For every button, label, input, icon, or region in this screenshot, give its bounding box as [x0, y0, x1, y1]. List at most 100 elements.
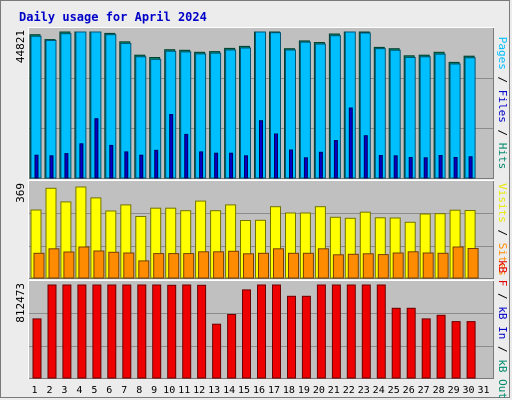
day-label-4: 4 [76, 385, 82, 396]
day-label-7: 7 [121, 385, 127, 396]
bar-visits-sites-day-29 [452, 246, 464, 279]
day-label-16: 16 [253, 385, 265, 396]
bar-traffic-pages-day-30 [468, 156, 473, 179]
day-label-5: 5 [91, 385, 97, 396]
bar-kbytes-kb-f-day-7 [122, 284, 132, 379]
bar-kbytes-kb-f-day-16 [257, 284, 266, 379]
bar-kbytes-kb-f-day-3 [62, 284, 72, 379]
bar-traffic-pages-day-12 [199, 151, 204, 179]
bar-kbytes-kb-f-day-14 [227, 314, 237, 379]
bar-traffic-pages-day-21 [333, 140, 338, 179]
bar-traffic-pages-day-11 [184, 133, 189, 179]
bar-kbytes-kb-f-day-20 [316, 284, 326, 379]
bar-visits-sites-day-21 [332, 254, 344, 279]
chart-title: Daily usage for April 2024 [19, 10, 207, 24]
day-label-26: 26 [403, 385, 415, 396]
bar-visits-sites-day-26 [407, 251, 419, 279]
bar-visits-sites-day-25 [392, 252, 404, 279]
bar-traffic-pages-day-28 [438, 155, 443, 179]
bar-kbytes-kb-f-day-19 [301, 295, 311, 379]
bar-kbytes-kb-f-day-6 [107, 284, 117, 379]
bar-kbytes-kb-f-day-9 [152, 284, 162, 379]
bar-traffic-pages-day-9 [154, 149, 159, 179]
bar-traffic-pages-day-24 [378, 155, 383, 179]
bar-traffic-pages-day-27 [423, 157, 428, 179]
bar-visits-sites-day-7 [123, 252, 135, 279]
bar-visits-sites-day-18 [288, 252, 299, 279]
panel-visits: 369 Visits / Sites [14, 180, 509, 279]
bar-traffic-pages-day-7 [124, 151, 129, 179]
bar-traffic-pages-day-26 [408, 157, 413, 179]
bar-traffic-pages-day-5 [94, 118, 99, 179]
bar-kbytes-kb-f-day-28 [436, 314, 446, 379]
day-label-24: 24 [373, 385, 385, 396]
bar-kbytes-kb-f-day-27 [421, 318, 431, 379]
bar-kbytes-kb-f-day-23 [361, 284, 371, 379]
panel-visits-legend-part-2: Sites [496, 243, 509, 276]
bar-traffic-pages-day-25 [393, 155, 398, 179]
panel-traffic-ymax-label: 44821 [14, 30, 27, 63]
bar-kbytes-kb-f-day-17 [272, 284, 281, 379]
panel-kbytes-legend-part-4: kB Out [496, 359, 509, 399]
bar-kbytes-kb-f-day-11 [182, 284, 192, 379]
panel-kbytes-ymax-label: 812473 [14, 283, 27, 323]
bar-visits-sites-day-28 [437, 252, 449, 279]
bar-kbytes-kb-f-day-24 [376, 284, 386, 379]
day-label-14: 14 [223, 385, 235, 396]
panel-traffic-legend-part-4: Hits [496, 143, 509, 170]
day-label-23: 23 [358, 385, 370, 396]
panel-kbytes-legend-part-1: / [496, 286, 509, 306]
bar-traffic-pages-day-6 [109, 144, 114, 179]
bar-kbytes-kb-f-day-18 [287, 295, 296, 379]
bar-kbytes-kb-f-day-4 [77, 284, 87, 379]
bar-kbytes-kb-f-day-13 [212, 323, 222, 379]
panel-kbytes-legend-part-0: kB F [496, 260, 509, 287]
bar-visits-sites-day-24 [377, 254, 389, 279]
panel-kbytes-legend-part-3: / [496, 339, 509, 359]
day-label-1: 1 [31, 385, 37, 396]
day-label-3: 3 [61, 385, 67, 396]
bar-visits-sites-day-5 [93, 250, 105, 279]
bar-kbytes-kb-f-day-15 [242, 289, 251, 379]
chart-panels: 44821 Pages / Files / Hits 369 Visits / Sit… [14, 27, 509, 399]
bar-traffic-pages-day-16 [259, 120, 263, 179]
bar-traffic-pages-day-19 [303, 157, 308, 179]
panel-traffic-legend-part-2: Files [496, 90, 509, 123]
bar-traffic-pages-day-3 [64, 153, 69, 179]
day-label-22: 22 [343, 385, 355, 396]
bar-visits-sites-day-19 [302, 252, 314, 279]
bar-visits-sites-day-13 [213, 251, 225, 279]
bar-visits-sites-day-27 [422, 252, 434, 279]
bar-traffic-pages-day-17 [274, 133, 278, 179]
bar-visits-sites-day-9 [153, 253, 165, 279]
day-label-15: 15 [238, 385, 250, 396]
bar-kbytes-kb-f-day-22 [346, 284, 356, 379]
bar-traffic-pages-day-15 [244, 155, 248, 179]
bar-traffic-pages-day-23 [363, 135, 368, 179]
bar-traffic-pages-day-13 [214, 152, 219, 179]
bar-traffic-pages-day-22 [348, 107, 353, 179]
panel-traffic-legend-part-0: Pages [496, 37, 509, 70]
day-label-17: 17 [268, 385, 280, 396]
bar-visits-sites-day-17 [273, 248, 284, 279]
day-label-9: 9 [151, 385, 157, 396]
day-label-20: 20 [313, 385, 325, 396]
bar-visits-sites-day-6 [108, 251, 120, 279]
day-label-18: 18 [283, 385, 295, 396]
bar-kbytes-kb-f-day-10 [167, 284, 177, 379]
day-label-19: 19 [298, 385, 310, 396]
day-label-25: 25 [388, 385, 400, 396]
bar-visits-sites-day-3 [63, 251, 75, 279]
bar-visits-sites-day-10 [168, 253, 180, 279]
bar-traffic-pages-day-20 [318, 151, 323, 179]
panel-traffic-legend-part-3: / [496, 123, 509, 143]
day-label-13: 13 [208, 385, 220, 396]
panel-traffic-legend-part-1: / [496, 70, 509, 90]
day-label-6: 6 [106, 385, 112, 396]
bar-kbytes-kb-f-day-30 [466, 321, 476, 379]
bar-visits-sites-day-2 [48, 248, 60, 279]
day-label-29: 29 [448, 385, 460, 396]
bar-traffic-pages-day-4 [79, 143, 84, 179]
bar-visits-sites-day-16 [258, 252, 269, 279]
